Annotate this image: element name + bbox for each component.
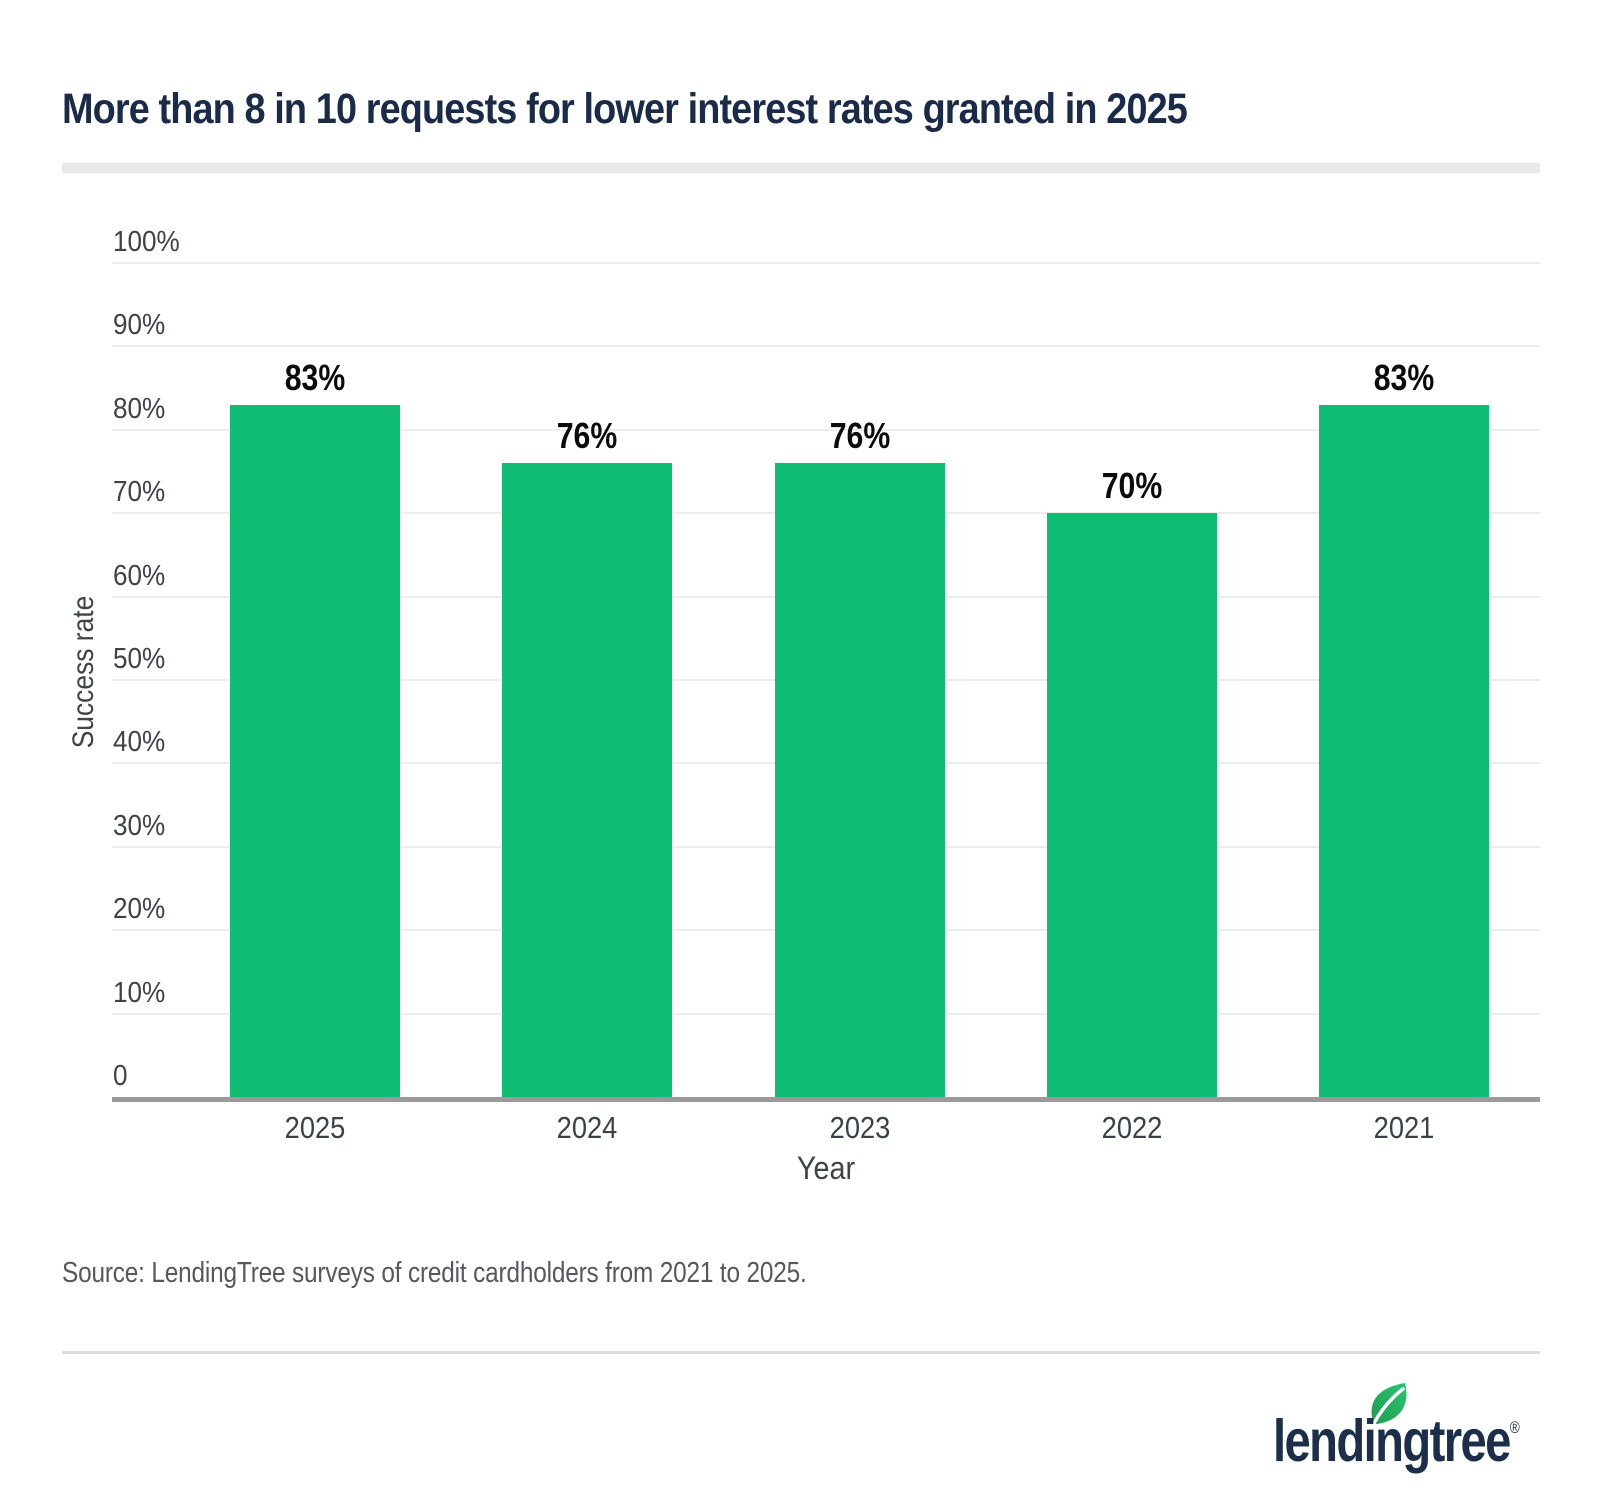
bar-2021 [1318, 404, 1489, 1097]
x-axis-tick-label: 2025 [284, 1110, 346, 1145]
y-axis-tick-label: 60% [113, 559, 166, 592]
x-axis-tick-label: 2024 [556, 1110, 618, 1145]
gridline [112, 345, 1540, 348]
y-axis-tick-label: 70% [113, 476, 166, 509]
y-axis-tick-label: 40% [113, 726, 166, 759]
x-axis-labels: 2025 2024 2023 2022 2021 [112, 1112, 1540, 1148]
bar-value-label: 83% [1373, 356, 1435, 398]
logo-wordmark: lendingtree® [1273, 1412, 1520, 1471]
bar-2023 [774, 463, 945, 1097]
bar-value-label: 70% [1101, 465, 1162, 507]
x-axis-tick-label: 2021 [1373, 1110, 1435, 1145]
gridline [112, 428, 1540, 431]
y-axis-tick-label: 20% [113, 893, 166, 926]
x-axis-tick-label: 2023 [829, 1110, 890, 1145]
y-axis-tick-label: 90% [113, 309, 166, 342]
y-axis-tick-label: 80% [113, 392, 166, 425]
title-underline-bar [62, 163, 1540, 173]
chart-title: More than 8 in 10 requests for lower int… [62, 85, 1188, 133]
leaf-icon [1371, 1383, 1407, 1425]
bar-2024 [502, 463, 673, 1097]
footer-divider [62, 1351, 1540, 1354]
x-axis-line [112, 1097, 1540, 1102]
y-axis-tick-label: 10% [113, 976, 166, 1009]
bar-value-label: 83% [284, 356, 346, 398]
y-axis-tick-label: 30% [113, 809, 166, 842]
y-axis-tick-label: 0 [113, 1060, 128, 1092]
registered-trademark-symbol: ® [1509, 1418, 1520, 1437]
logo-wordmark-text: lendingtree [1273, 1408, 1511, 1474]
y-axis-tick-label: 100% [113, 226, 180, 258]
y-axis-tick-label: 50% [113, 643, 166, 675]
x-axis-tick-label: 2022 [1101, 1110, 1163, 1145]
plot-area: 0 10% 20% 30% 40% 50% 60% 70% 80% 90% 100% 83% 76% 76… [112, 228, 1540, 1097]
lendingtree-logo: lendingtree® [1273, 1382, 1553, 1471]
bar-2025 [230, 404, 401, 1097]
y-axis-title: Success rate [67, 595, 100, 749]
bar-value-label: 76% [557, 415, 618, 457]
x-axis-title: Year [796, 1150, 856, 1186]
bar-value-label: 76% [829, 415, 890, 457]
source-note: Source: LendingTree surveys of credit ca… [62, 1257, 807, 1289]
gridline [112, 262, 1540, 264]
bar-2022 [1046, 513, 1217, 1097]
